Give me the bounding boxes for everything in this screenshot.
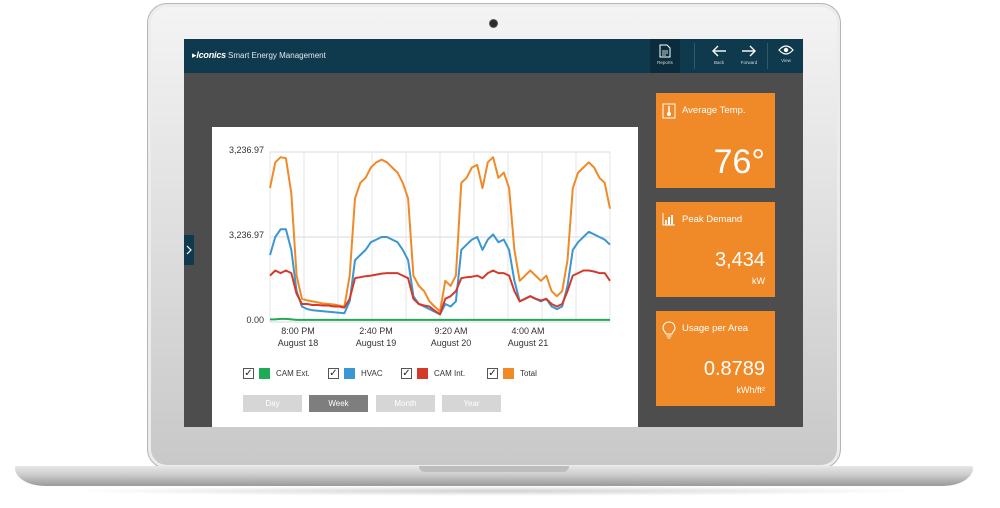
legend-swatch — [344, 368, 355, 379]
legend-swatch — [417, 368, 428, 379]
x-tick-date: August 21 — [507, 338, 549, 348]
range-week-button[interactable]: Week — [309, 395, 368, 412]
reports-label: Reports — [657, 60, 673, 65]
toolbar-divider — [694, 43, 695, 69]
bar-chart-icon — [662, 213, 675, 226]
chart-panel: 3,236.97 3,236.97 0.00 8:00 PM August 18… — [212, 127, 638, 427]
eye-icon — [778, 45, 794, 55]
logo: ▸Iconics — [192, 50, 226, 60]
legend-swatch — [259, 368, 270, 379]
x-tick-label: 9:20 AM August 20 — [416, 325, 486, 349]
energy-line-chart — [269, 151, 611, 323]
tile-unit: kW — [752, 276, 765, 286]
toolbar-divider — [767, 43, 768, 69]
app-screen: ▸Iconics Smart Energy Management Reports… — [184, 39, 803, 427]
forward-label: Forward — [740, 60, 758, 65]
x-tick-time: 8:00 PM — [281, 326, 315, 336]
x-tick-time: 9:20 AM — [434, 326, 468, 336]
range-day-button[interactable]: Day — [243, 395, 302, 412]
laptop-base — [15, 466, 973, 486]
back-button[interactable]: Back — [704, 39, 734, 73]
tile-label: Average Temp. — [682, 105, 746, 116]
side-panel-toggle[interactable] — [184, 235, 194, 265]
back-label: Back — [713, 60, 724, 65]
reports-button[interactable]: Reports — [650, 39, 680, 73]
tile-label: Usage per Area — [682, 323, 749, 334]
kpi-tile-peak-demand[interactable]: Peak Demand 3,434 kW — [656, 202, 775, 297]
legend-label: CAM Ext. — [276, 369, 310, 378]
laptop-notch — [419, 466, 569, 472]
tile-value: 3,434 — [714, 249, 765, 271]
legend-swatch — [503, 368, 514, 379]
x-tick-label: 2:40 PM August 19 — [341, 325, 411, 349]
range-year-button[interactable]: Year — [442, 395, 501, 412]
top-bar: ▸Iconics Smart Energy Management Reports… — [184, 39, 803, 73]
y-tick-label: 3,236.97 — [228, 145, 264, 155]
tile-label: Peak Demand — [682, 214, 743, 225]
y-tick-label: 0.00 — [246, 315, 264, 325]
legend-checkbox[interactable]: ✓ — [328, 368, 339, 379]
x-tick-date: August 19 — [355, 338, 397, 348]
legend-label: HVAC — [361, 369, 383, 378]
kpi-tile-usage-per-area[interactable]: Usage per Area 0.8789 kWh/ft² — [656, 311, 775, 406]
series-line-cam-int — [269, 269, 611, 316]
legend-label: CAM Int. — [434, 369, 466, 378]
legend-checkbox[interactable]: ✓ — [243, 368, 254, 379]
legend-checkbox[interactable]: ✓ — [487, 368, 498, 379]
webcam — [489, 19, 498, 28]
tile-unit: kWh/ft² — [736, 385, 766, 395]
tile-value: 76° — [713, 143, 765, 181]
view-button[interactable]: View — [771, 39, 801, 73]
document-icon — [659, 44, 671, 58]
range-month-button[interactable]: Month — [376, 395, 435, 412]
x-tick-date: August 20 — [430, 338, 472, 348]
chevron-right-icon — [186, 245, 192, 255]
app-title: Smart Energy Management — [228, 51, 326, 60]
logo-text: Iconics — [196, 50, 226, 60]
forward-button[interactable]: Forward — [734, 39, 764, 73]
x-tick-time: 4:00 AM — [511, 326, 545, 336]
legend-label: Total — [520, 369, 537, 378]
x-tick-label: 8:00 PM August 18 — [263, 325, 333, 349]
x-tick-time: 2:40 PM — [359, 326, 393, 336]
series-line-cam-ext — [270, 317, 610, 321]
arrow-left-icon — [712, 45, 726, 57]
y-tick-label: 3,236.97 — [228, 230, 264, 240]
kpi-tile-average-temp[interactable]: Average Temp. 76° — [656, 93, 775, 188]
lightbulb-icon — [662, 321, 676, 339]
x-tick-date: August 18 — [277, 338, 319, 348]
view-label: View — [781, 58, 791, 63]
x-tick-label: 4:00 AM August 21 — [493, 325, 563, 349]
legend-checkbox[interactable]: ✓ — [401, 368, 412, 379]
thermometer-icon — [662, 103, 676, 119]
arrow-right-icon — [742, 45, 756, 57]
laptop-shadow — [60, 486, 930, 496]
main-content: 3,236.97 3,236.97 0.00 8:00 PM August 18… — [184, 73, 803, 427]
tile-value: 0.8789 — [703, 358, 765, 380]
